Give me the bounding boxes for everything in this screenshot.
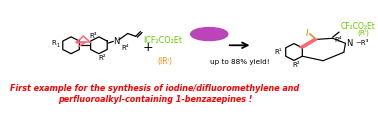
Text: (Rⁱ): (Rⁱ) xyxy=(357,28,369,36)
Text: First example for the synthesis of iodine/difluoromethylene and
perfluoroalkyl-c: First example for the synthesis of iodin… xyxy=(10,83,299,103)
Text: ~R³: ~R³ xyxy=(355,40,368,46)
Text: +: + xyxy=(143,41,153,53)
Text: ICF₂CO₂Et: ICF₂CO₂Et xyxy=(143,36,182,45)
Text: R¹: R¹ xyxy=(274,48,282,54)
Text: R⁴: R⁴ xyxy=(122,45,129,51)
Text: R²: R² xyxy=(293,62,301,68)
Text: CF₂CO₂Et: CF₂CO₂Et xyxy=(341,22,376,31)
Text: R⁴: R⁴ xyxy=(335,36,342,42)
Text: N: N xyxy=(346,38,353,47)
Text: [Pd]: [Pd] xyxy=(200,30,219,39)
Text: up to 88% yield!: up to 88% yield! xyxy=(210,58,270,64)
Circle shape xyxy=(191,28,228,41)
Text: R³: R³ xyxy=(89,33,97,39)
Text: I: I xyxy=(306,28,308,37)
Text: 1: 1 xyxy=(57,42,60,47)
Text: R: R xyxy=(51,40,56,45)
Text: N: N xyxy=(113,37,120,46)
Text: (IRⁱ): (IRⁱ) xyxy=(157,57,172,66)
Text: R²: R² xyxy=(98,54,106,60)
